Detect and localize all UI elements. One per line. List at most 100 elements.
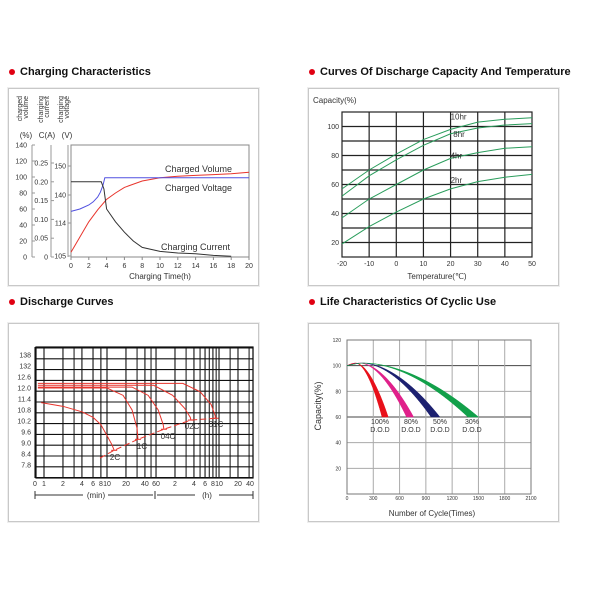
x-tick-label: 0 (346, 496, 349, 502)
series-label-2C: 2C (110, 453, 120, 462)
plot-area (70, 144, 250, 258)
x-tick-label: 1800 (499, 496, 510, 502)
axis-title-1: charging (38, 96, 45, 123)
axis-unit-label: C(A) (39, 131, 56, 140)
series-sublabel-dod: D.O.D (401, 427, 420, 434)
series-line-1C (37, 387, 139, 440)
y-tick-label: 10.8 (17, 407, 31, 414)
section-title-charging: Charging Characteristics (9, 66, 151, 78)
axis-title-2: voltage (64, 96, 71, 119)
plot-area (341, 111, 533, 258)
section-title-text: Discharge Curves (20, 296, 114, 308)
dod-band-30 (346, 362, 480, 418)
series-sublabel-dod: D.O.D (430, 427, 449, 434)
chart-frame-temperature (308, 88, 559, 286)
cutoff-line (99, 417, 216, 459)
axis-title-0: volume (23, 96, 30, 119)
y-tick-label: 8.4 (21, 451, 31, 458)
x-tick-label: 1200 (447, 496, 458, 502)
y-tick-label: 9.0 (21, 440, 31, 447)
series-line-01C (37, 382, 217, 419)
series-line-4hr (341, 146, 533, 219)
y-tick-label: 138 (19, 353, 31, 360)
axis-title-1: current (44, 96, 51, 118)
x-tick-label: 20 (447, 261, 455, 268)
y-tick-label-current: 0.25 (34, 161, 48, 168)
series-label-4hr: 4hr (451, 152, 463, 161)
series-label-charged-voltage: Charged Voltage (165, 183, 232, 193)
series-label-100pct: 100% (371, 419, 389, 426)
series-label-2hr: 2hr (451, 176, 463, 185)
y-tick-label-percent: 40 (19, 223, 27, 230)
axis-title-2: charging (58, 96, 65, 123)
axis-unit-label: (%) (20, 131, 33, 140)
plot-area (35, 346, 254, 479)
plot-area (346, 339, 532, 495)
x-tick-label: 0 (33, 481, 37, 488)
y-tick-label-percent: 140 (15, 143, 27, 150)
series-sublabel-dod: D.O.D (370, 427, 389, 434)
y-tick-label-percent: 60 (19, 207, 27, 214)
dod-band-100 (346, 362, 389, 418)
section-title-text: Life Characteristics Of Cyclic Use (320, 296, 497, 308)
axis-title-0: charged (17, 96, 24, 121)
series-label-8hr: 8hr (453, 130, 465, 139)
y-tick-label: 11.4 (18, 396, 31, 403)
x-axis-title: Charging Time(h) (129, 272, 191, 281)
dod-band-50 (346, 362, 441, 418)
x-tick-label: 6 (203, 481, 207, 488)
x-tick-label: 1500 (473, 496, 484, 502)
x-tick-label: 600 (395, 496, 404, 502)
x-tick-label: 900 (422, 496, 431, 502)
series-label-01C: 01C (209, 420, 224, 429)
x-tick-label: 6 (122, 263, 126, 270)
x-tick-label: 8 (211, 481, 215, 488)
x-unit-min: (min) (87, 491, 106, 500)
x-tick-label: 14 (192, 263, 200, 270)
bullet-icon (309, 299, 315, 305)
x-tick-label: 4 (105, 263, 109, 270)
x-tick-label: 2 (87, 263, 91, 270)
y-tick-label-current: 0 (44, 255, 48, 262)
x-tick-label: 40 (141, 481, 149, 488)
y-tick-label: 132 (19, 364, 31, 371)
x-tick-label: 10 (215, 481, 223, 488)
x-tick-label: 50 (528, 261, 536, 268)
y-tick-label-current: 0.05 (34, 236, 48, 243)
x-tick-label: 300 (369, 496, 378, 502)
y-tick-label: 80 (331, 153, 339, 160)
x-tick-label: 20 (245, 263, 253, 270)
section-title-cyclic: Life Characteristics Of Cyclic Use (309, 296, 496, 308)
x-tick-label: 10 (420, 261, 428, 268)
dod-band-80 (346, 362, 415, 418)
x-tick-label: 8 (99, 481, 103, 488)
y-tick-label: 40 (331, 211, 339, 218)
y-tick-label-percent: 100 (15, 175, 27, 182)
y-tick-label: 100 (333, 364, 342, 370)
y-axis-title: Capacity(%) (313, 381, 323, 430)
series-line-2hr (341, 173, 533, 245)
chart-frame-discharge (8, 323, 259, 522)
y-tick-label: 7.8 (21, 462, 31, 469)
y-tick-label: 12.6 (17, 375, 31, 382)
series-label-1C: 1C (137, 442, 147, 451)
x-tick-label: 2 (61, 481, 65, 488)
y-tick-label: 100 (327, 124, 339, 131)
series-label-30pct: 30% (465, 419, 479, 426)
x-tick-label: 10 (156, 263, 164, 270)
section-title-text: Curves Of Discharge Capacity And Tempera… (320, 66, 571, 78)
x-tick-label: 8 (140, 263, 144, 270)
series-line-charged-volume (70, 171, 250, 253)
series-line-04C (37, 386, 165, 430)
y-tick-label-current: 0.10 (34, 217, 48, 224)
x-tick-label: 18 (227, 263, 235, 270)
x-tick-label: 20 (122, 481, 130, 488)
x-tick-label: 1 (42, 481, 46, 488)
series-line-10hr (341, 117, 533, 190)
series-label-10hr: 10hr (451, 112, 467, 121)
y-tick-label: 20 (331, 240, 339, 247)
y-tick-label-voltage: 114 (55, 221, 66, 228)
x-tick-label: 16 (210, 263, 218, 270)
x-tick-label: 4 (192, 481, 196, 488)
